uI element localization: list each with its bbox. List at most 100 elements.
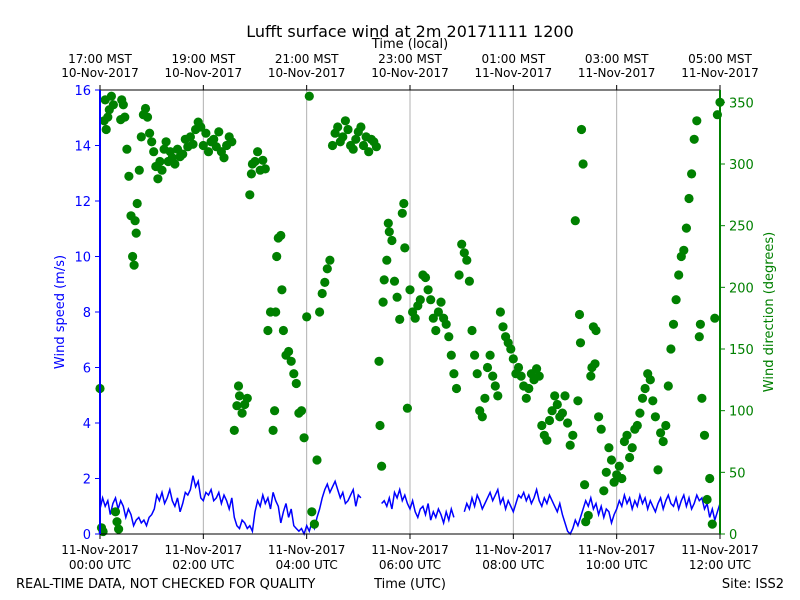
wind-direction-point — [648, 396, 658, 406]
wind-direction-point — [705, 473, 715, 484]
wind-direction-point — [268, 425, 278, 435]
wind-direction-point — [658, 436, 668, 447]
wind-direction-point — [253, 147, 263, 157]
wind-direction-point — [454, 270, 464, 280]
wind-direction-point — [524, 383, 534, 394]
wind-direction-point — [278, 325, 288, 336]
right-tick-label: 100 — [729, 405, 754, 420]
bottom-tick-time: 12:00 UTC — [689, 558, 751, 572]
wind-direction-point — [537, 420, 547, 431]
wind-direction-point — [436, 297, 446, 307]
wind-direction-point — [178, 149, 188, 159]
wind-direction-point — [632, 420, 642, 431]
wind-direction-point — [666, 344, 676, 354]
wind-direction-point — [446, 350, 456, 360]
bottom-tick-date: 11-Nov-2017 — [61, 543, 139, 557]
wind-direction-point — [118, 100, 128, 110]
wind-direction-point — [128, 251, 138, 262]
wind-direction-point — [378, 297, 388, 307]
wind-direction-point — [296, 406, 307, 416]
wind-direction-point — [312, 455, 322, 465]
right-tick-label: 200 — [729, 281, 754, 296]
wind-direction-point — [188, 139, 198, 149]
bottom-tick-time: 04:00 UTC — [276, 558, 338, 572]
wind-direction-point — [513, 362, 524, 373]
left-axis-label: Wind speed (m/s) — [53, 255, 68, 369]
left-tick-label: 12 — [74, 195, 91, 210]
wind-direction-point — [485, 350, 495, 360]
right-tick-label: 250 — [729, 220, 754, 235]
wind-direction-point — [201, 128, 211, 138]
wind-direction-point — [428, 313, 438, 323]
wind-direction-point — [397, 208, 407, 218]
wind-direction-point — [271, 307, 281, 317]
wind-direction-point — [557, 408, 568, 418]
wind-direction-point — [371, 142, 381, 152]
wind-direction-point — [130, 216, 140, 226]
top-tick-time: 21:00 MST — [275, 52, 339, 66]
wind-direction-point — [591, 325, 601, 336]
wind-direction-point — [521, 393, 531, 403]
wind-direction-point — [384, 227, 394, 237]
wind-direction-point — [272, 251, 282, 262]
wind-direction-point — [625, 452, 635, 463]
wind-direction-point — [650, 412, 661, 422]
wind-direction-point — [260, 164, 270, 174]
bottom-tick-date: 11-Nov-2017 — [578, 543, 656, 557]
wind-direction-point — [348, 144, 358, 154]
wind-direction-point — [219, 153, 229, 163]
wind-direction-point — [289, 369, 299, 379]
bottom-tick-time: 08:00 UTC — [482, 558, 544, 572]
wind-direction-point — [622, 430, 632, 440]
wind-direction-point — [234, 391, 245, 401]
wind-direction-point — [580, 480, 590, 490]
wind-direction-point — [286, 356, 296, 366]
wind-direction-point — [488, 371, 498, 381]
wind-direction-point — [242, 393, 252, 403]
right-axis-label: Wind direction (degrees) — [762, 232, 777, 392]
wind-direction-point — [356, 122, 366, 132]
wind-direction-point — [656, 428, 666, 438]
footer-site-label: Site: ISS2 — [722, 577, 784, 592]
wind-direction-series — [95, 91, 725, 537]
wind-direction-point — [542, 435, 552, 445]
wind-direction-point — [606, 455, 617, 465]
right-tick-label: 300 — [729, 158, 754, 173]
bottom-tick-date: 11-Nov-2017 — [165, 543, 243, 557]
wind-direction-point — [153, 174, 163, 184]
wind-direction-point — [480, 393, 490, 403]
wind-direction-point — [604, 443, 614, 453]
wind-direction-point — [233, 381, 244, 391]
wind-direction-point — [395, 314, 405, 324]
wind-direction-point — [457, 239, 467, 249]
wind-direction-point — [374, 356, 384, 366]
wind-direction-point — [516, 371, 526, 381]
wind-direction-point — [145, 128, 155, 138]
wind-direction-point — [136, 132, 146, 142]
wind-direction-point — [560, 391, 570, 401]
wind-speed-line — [381, 486, 455, 526]
bottom-tick-time: 10:00 UTC — [586, 558, 648, 572]
left-tick-label: 6 — [83, 362, 91, 377]
top-tick-time: 23:00 MST — [378, 52, 442, 66]
wind-direction-point — [568, 430, 578, 440]
wind-direction-point — [229, 425, 239, 435]
wind-direction-point — [106, 91, 116, 101]
wind-direction-point — [684, 193, 694, 204]
top-tick-time: 01:00 MST — [481, 52, 545, 66]
wind-direction-point — [237, 408, 247, 418]
wind-direction-point — [506, 344, 516, 354]
bottom-tick-date: 11-Nov-2017 — [371, 543, 449, 557]
wind-direction-point — [508, 354, 518, 364]
wind-direction-point — [232, 401, 242, 411]
top-tick-date: 11-Nov-2017 — [578, 66, 656, 80]
wind-direction-point — [544, 415, 555, 426]
wind-direction-point — [325, 255, 335, 265]
wind-direction-point — [617, 473, 627, 484]
wind-direction-point — [681, 223, 692, 233]
wind-direction-point — [444, 332, 454, 342]
wind-direction-point — [477, 412, 487, 422]
wind-direction-point — [108, 100, 118, 110]
wind-direction-point — [532, 364, 542, 374]
wind-direction-point — [640, 383, 650, 394]
